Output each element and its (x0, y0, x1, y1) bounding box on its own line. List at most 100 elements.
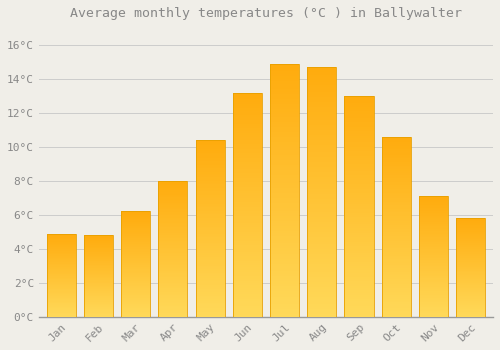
Bar (233, 128, 262, 131)
Bar (196, 146, 224, 147)
Bar (419, 230, 448, 231)
Bar (121, 285, 150, 286)
Bar (46, 304, 76, 305)
Bar (382, 308, 411, 310)
Bar (121, 250, 150, 251)
Bar (344, 202, 374, 204)
Bar (382, 149, 411, 151)
Bar (233, 232, 262, 234)
Bar (158, 265, 188, 267)
Bar (84, 295, 113, 296)
Bar (121, 314, 150, 315)
Bar (419, 219, 448, 220)
Bar (308, 264, 336, 267)
Bar (456, 289, 485, 290)
Bar (84, 287, 113, 288)
Bar (382, 266, 411, 268)
Bar (233, 310, 262, 312)
Bar (419, 313, 448, 314)
Bar (270, 107, 299, 109)
Bar (308, 90, 336, 92)
Bar (382, 153, 411, 155)
Bar (382, 202, 411, 203)
Bar (456, 266, 485, 267)
Bar (121, 273, 150, 274)
Bar (121, 284, 150, 285)
Bar (233, 200, 262, 202)
Bar (233, 93, 262, 95)
Bar (270, 183, 299, 185)
Bar (121, 301, 150, 302)
Bar (382, 176, 411, 178)
Bar (308, 244, 336, 247)
Bar (196, 299, 224, 301)
Bar (270, 223, 299, 226)
Bar (121, 298, 150, 299)
Bar (456, 225, 485, 226)
Bar (158, 200, 188, 201)
Bar (456, 223, 485, 224)
Bar (46, 264, 76, 265)
Bar (46, 270, 76, 271)
Bar (344, 301, 374, 303)
Bar (456, 294, 485, 295)
Bar (84, 252, 113, 253)
Bar (344, 160, 374, 162)
Bar (84, 293, 113, 294)
Bar (270, 253, 299, 256)
Bar (84, 280, 113, 281)
Bar (382, 175, 411, 176)
Bar (46, 245, 76, 246)
Bar (419, 214, 448, 216)
Bar (308, 102, 336, 105)
Bar (382, 189, 411, 191)
Bar (382, 173, 411, 175)
Bar (344, 213, 374, 215)
Bar (270, 284, 299, 286)
Bar (382, 279, 411, 281)
Bar (46, 301, 76, 302)
Bar (344, 189, 374, 191)
Bar (84, 309, 113, 310)
Bar (344, 158, 374, 160)
Bar (196, 236, 224, 237)
Bar (233, 315, 262, 317)
Bar (382, 186, 411, 187)
Bar (121, 290, 150, 292)
Bar (270, 203, 299, 205)
Bar (344, 303, 374, 306)
Bar (196, 310, 224, 312)
Bar (196, 222, 224, 223)
Bar (121, 244, 150, 245)
Bar (84, 254, 113, 255)
Bar (46, 266, 76, 267)
Bar (382, 166, 411, 167)
Bar (84, 240, 113, 241)
Bar (419, 200, 448, 201)
Bar (308, 72, 336, 75)
Bar (382, 313, 411, 315)
Bar (344, 111, 374, 114)
Bar (196, 197, 224, 198)
Bar (456, 313, 485, 314)
Bar (382, 259, 411, 261)
Bar (456, 311, 485, 312)
Bar (344, 275, 374, 277)
Bar (46, 241, 76, 242)
Bar (84, 261, 113, 262)
Bar (382, 297, 411, 299)
Bar (344, 200, 374, 202)
Bar (196, 168, 224, 170)
Bar (196, 298, 224, 299)
Bar (419, 201, 448, 202)
Bar (344, 162, 374, 164)
Bar (382, 265, 411, 266)
Bar (196, 202, 224, 204)
Bar (46, 274, 76, 275)
Bar (308, 127, 336, 130)
Bar (456, 261, 485, 262)
Bar (158, 209, 188, 211)
Bar (308, 224, 336, 227)
Bar (270, 205, 299, 208)
Bar (456, 226, 485, 227)
